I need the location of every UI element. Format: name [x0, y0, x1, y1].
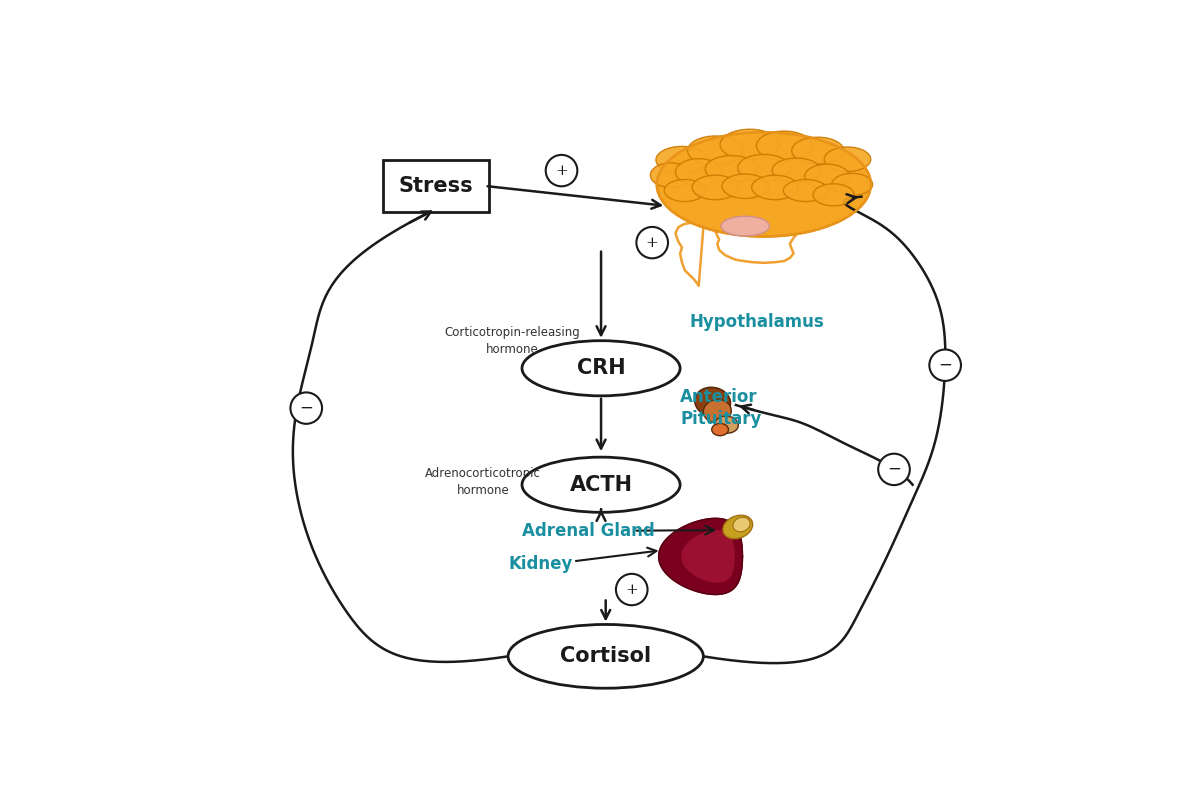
- Ellipse shape: [656, 132, 871, 236]
- Ellipse shape: [805, 164, 850, 189]
- Text: −: −: [299, 400, 313, 416]
- Text: Hypothalamus: Hypothalamus: [689, 314, 824, 331]
- Ellipse shape: [522, 457, 680, 513]
- Ellipse shape: [824, 147, 871, 171]
- Text: −: −: [938, 357, 952, 373]
- Text: Adrenal Gland: Adrenal Gland: [522, 521, 655, 540]
- Ellipse shape: [832, 174, 872, 196]
- Ellipse shape: [715, 416, 738, 433]
- Ellipse shape: [656, 146, 708, 174]
- Ellipse shape: [522, 341, 680, 396]
- Ellipse shape: [751, 175, 798, 200]
- Ellipse shape: [738, 154, 790, 181]
- Ellipse shape: [616, 574, 648, 605]
- Text: +: +: [646, 236, 659, 250]
- Ellipse shape: [814, 184, 854, 206]
- Ellipse shape: [721, 217, 769, 236]
- Ellipse shape: [695, 388, 731, 416]
- Text: −: −: [887, 461, 901, 478]
- Ellipse shape: [772, 158, 821, 182]
- Ellipse shape: [546, 155, 577, 186]
- Text: Adrenocorticotropic
hormone: Adrenocorticotropic hormone: [425, 466, 541, 497]
- Ellipse shape: [665, 179, 706, 201]
- Ellipse shape: [878, 454, 910, 485]
- Ellipse shape: [636, 227, 668, 259]
- Ellipse shape: [722, 174, 768, 198]
- Ellipse shape: [733, 517, 750, 532]
- Text: Kidney: Kidney: [508, 556, 572, 573]
- Ellipse shape: [929, 349, 961, 381]
- Text: CRH: CRH: [577, 358, 625, 378]
- Ellipse shape: [756, 131, 812, 161]
- Text: +: +: [556, 164, 568, 178]
- Text: ACTH: ACTH: [570, 474, 632, 495]
- Ellipse shape: [722, 515, 752, 539]
- Ellipse shape: [508, 625, 703, 689]
- Ellipse shape: [290, 392, 322, 423]
- Text: Stress: Stress: [398, 176, 473, 196]
- Polygon shape: [682, 531, 734, 582]
- Ellipse shape: [703, 400, 731, 423]
- Text: Corticotropin-releasing
hormone: Corticotropin-releasing hormone: [445, 326, 581, 356]
- Text: Cortisol: Cortisol: [560, 646, 652, 666]
- Ellipse shape: [688, 136, 743, 166]
- Ellipse shape: [792, 137, 844, 164]
- Polygon shape: [659, 518, 743, 595]
- Ellipse shape: [650, 163, 691, 188]
- FancyBboxPatch shape: [383, 160, 490, 212]
- Ellipse shape: [784, 179, 828, 201]
- Text: +: +: [625, 583, 638, 596]
- Ellipse shape: [676, 158, 722, 185]
- Ellipse shape: [720, 129, 780, 160]
- Ellipse shape: [706, 155, 757, 182]
- Ellipse shape: [712, 423, 728, 435]
- Text: Anterior
Pituitary: Anterior Pituitary: [680, 388, 762, 428]
- Ellipse shape: [692, 175, 739, 200]
